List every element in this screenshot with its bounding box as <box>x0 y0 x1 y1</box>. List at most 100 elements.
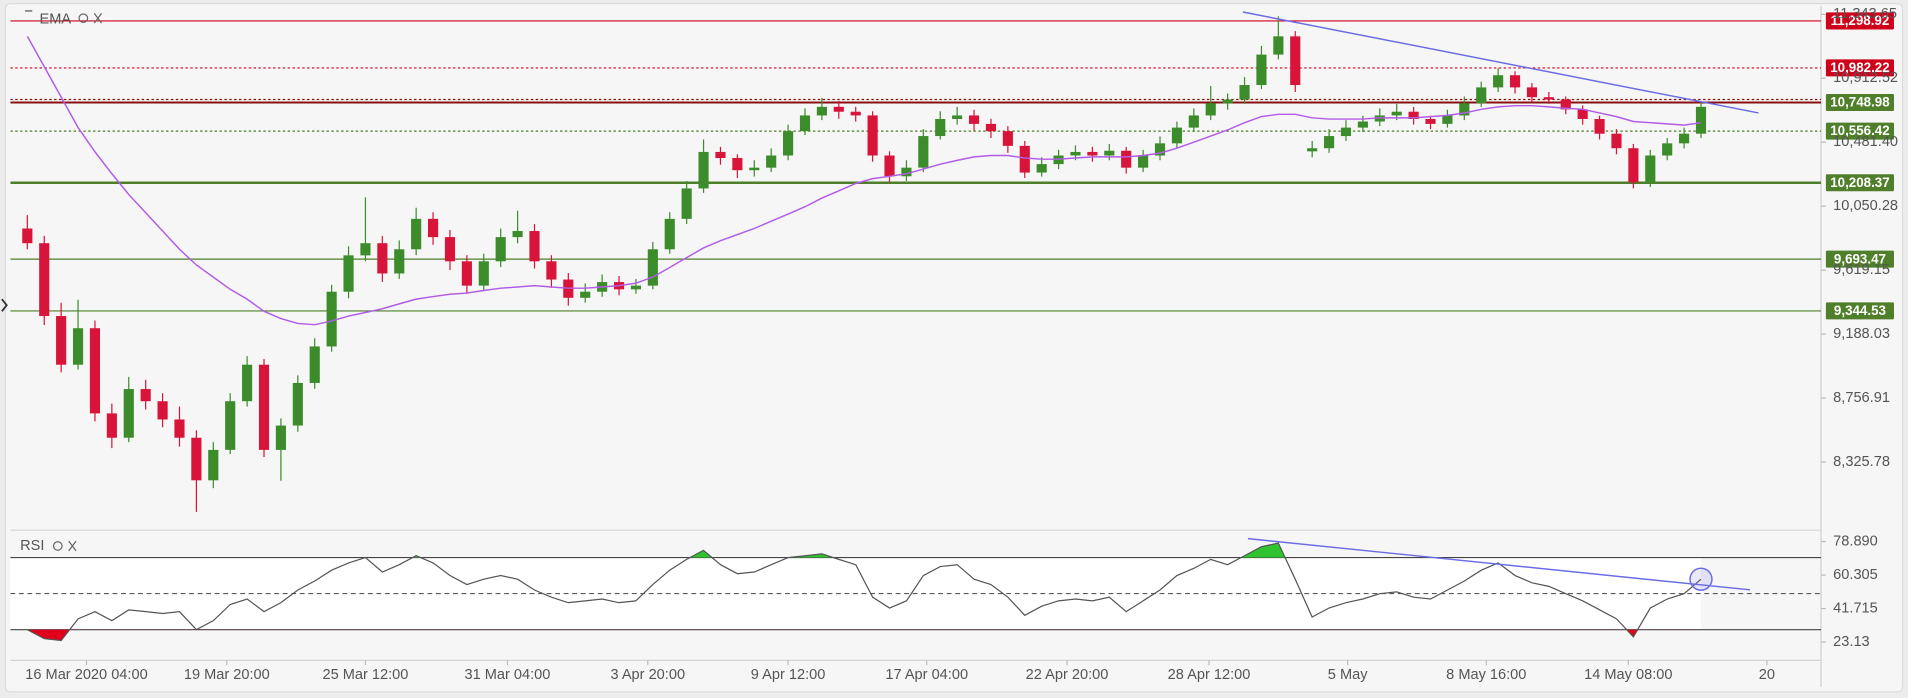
candle-body <box>681 188 692 219</box>
candle-body <box>1459 103 1470 116</box>
level-label-box <box>1825 302 1894 320</box>
settings-icon[interactable] <box>52 541 63 551</box>
x-tick-label: 5 May <box>1328 667 1368 683</box>
candle-body <box>1391 111 1402 116</box>
candle-body <box>529 231 540 262</box>
x-tick-label: 9 Apr 12:00 <box>751 667 826 683</box>
candle-body <box>478 261 489 286</box>
candle-body <box>918 136 929 168</box>
candle-body <box>1070 151 1081 156</box>
candle-body <box>140 389 151 402</box>
y-tick-label: 9,188.03 <box>1833 326 1890 342</box>
candle-body <box>512 231 523 238</box>
level-label-box <box>1825 174 1894 192</box>
rsi-pane <box>10 537 1822 642</box>
y-tick-label: 78.890 <box>1833 533 1878 549</box>
y-tick-label: 11,343.65 <box>1833 6 1897 22</box>
candle-body <box>1628 148 1639 183</box>
x-tick-label: 3 Apr 20:00 <box>610 667 685 683</box>
settings-icon[interactable] <box>78 13 89 24</box>
candle-body <box>732 158 743 171</box>
y-tick-label: 9,619.15 <box>1833 262 1890 278</box>
candle-body <box>360 243 371 256</box>
candle-body <box>833 106 844 112</box>
x-tick-label: 8 May 16:00 <box>1446 667 1526 683</box>
x-tick-label: 16 Mar 2020 04:00 <box>25 667 147 683</box>
x-tick-label: 17 Apr 04:00 <box>885 667 968 683</box>
candle-body <box>546 261 557 280</box>
candle-body <box>766 155 777 168</box>
candle-body <box>1560 99 1571 110</box>
candle-body <box>1425 118 1436 124</box>
candle-body <box>1442 115 1453 124</box>
y-tick-label: 8,756.91 <box>1833 390 1890 406</box>
candle-body <box>799 115 811 132</box>
trend-line <box>1247 537 1751 591</box>
candle-body <box>935 118 946 137</box>
candle-body <box>850 111 861 116</box>
y-tick-label: 41.715 <box>1833 600 1878 616</box>
x-tick-label: 28 Apr 12:00 <box>1168 667 1251 683</box>
candle-body <box>174 419 185 438</box>
level-label: 10,208.37 <box>1830 175 1889 190</box>
price-pane <box>10 11 1822 512</box>
level-label-box <box>1825 250 1894 268</box>
candle-body <box>292 382 303 426</box>
candle-body <box>968 115 980 124</box>
candle-body <box>1104 150 1115 156</box>
candle-body <box>22 228 33 244</box>
overbought-fill <box>27 543 1701 558</box>
candle-body <box>39 243 50 317</box>
candle-body <box>89 328 101 414</box>
candle-body <box>1273 36 1284 55</box>
level-label-box <box>1825 94 1894 112</box>
trend-line <box>1242 11 1759 114</box>
candle-body <box>377 243 388 274</box>
candle-body <box>208 449 219 481</box>
candle-body <box>1222 99 1233 104</box>
candle-body <box>783 131 794 156</box>
level-label-box <box>1825 12 1894 30</box>
candle-body <box>749 167 760 171</box>
rsi-legend[interactable]: RSI <box>20 538 77 554</box>
close-icon[interactable] <box>93 13 103 24</box>
candle-body <box>1205 103 1216 116</box>
close-icon[interactable] <box>68 540 77 552</box>
candle-body <box>1526 87 1538 98</box>
candle-body <box>901 167 912 177</box>
candle-body <box>1577 109 1588 119</box>
level-label: 11,298.92 <box>1831 13 1890 28</box>
y-tick-label: 10,481.40 <box>1833 134 1898 150</box>
rsi-line <box>27 542 1702 642</box>
candle-body <box>461 261 472 286</box>
candle-body <box>225 401 236 450</box>
y-tick-label: 23.13 <box>1833 634 1869 650</box>
level-label: 9,344.53 <box>1834 303 1886 318</box>
candle-body <box>411 218 422 250</box>
candle-body <box>1290 36 1301 86</box>
candle-body <box>1509 75 1521 88</box>
candle-body <box>1087 151 1098 156</box>
candle-body <box>191 437 202 481</box>
plot-layer: 11,298.92 10,982.22 10,748.98 10,556.42 10,2… <box>10 6 1898 683</box>
ema-legend[interactable]: EMA <box>24 10 103 27</box>
candle-body <box>580 291 591 298</box>
level-label-box <box>1825 122 1894 140</box>
candle-body <box>816 106 827 116</box>
candle-body <box>1679 133 1690 144</box>
candle-body <box>1594 118 1605 134</box>
candle-body <box>1154 143 1166 156</box>
candle-body <box>343 255 354 292</box>
candle-body <box>1323 136 1335 149</box>
candle-body <box>394 249 405 274</box>
candle-body <box>647 249 658 286</box>
candle-body <box>275 425 286 450</box>
candle-body <box>1121 150 1132 168</box>
candle-body <box>1307 148 1318 152</box>
candle-body <box>715 151 726 159</box>
y-tick-label: 60.305 <box>1833 567 1878 583</box>
candle-body <box>1036 164 1047 173</box>
candle-body <box>326 291 337 347</box>
scroll-arrow[interactable] <box>1 298 8 312</box>
candle-body <box>698 151 709 189</box>
